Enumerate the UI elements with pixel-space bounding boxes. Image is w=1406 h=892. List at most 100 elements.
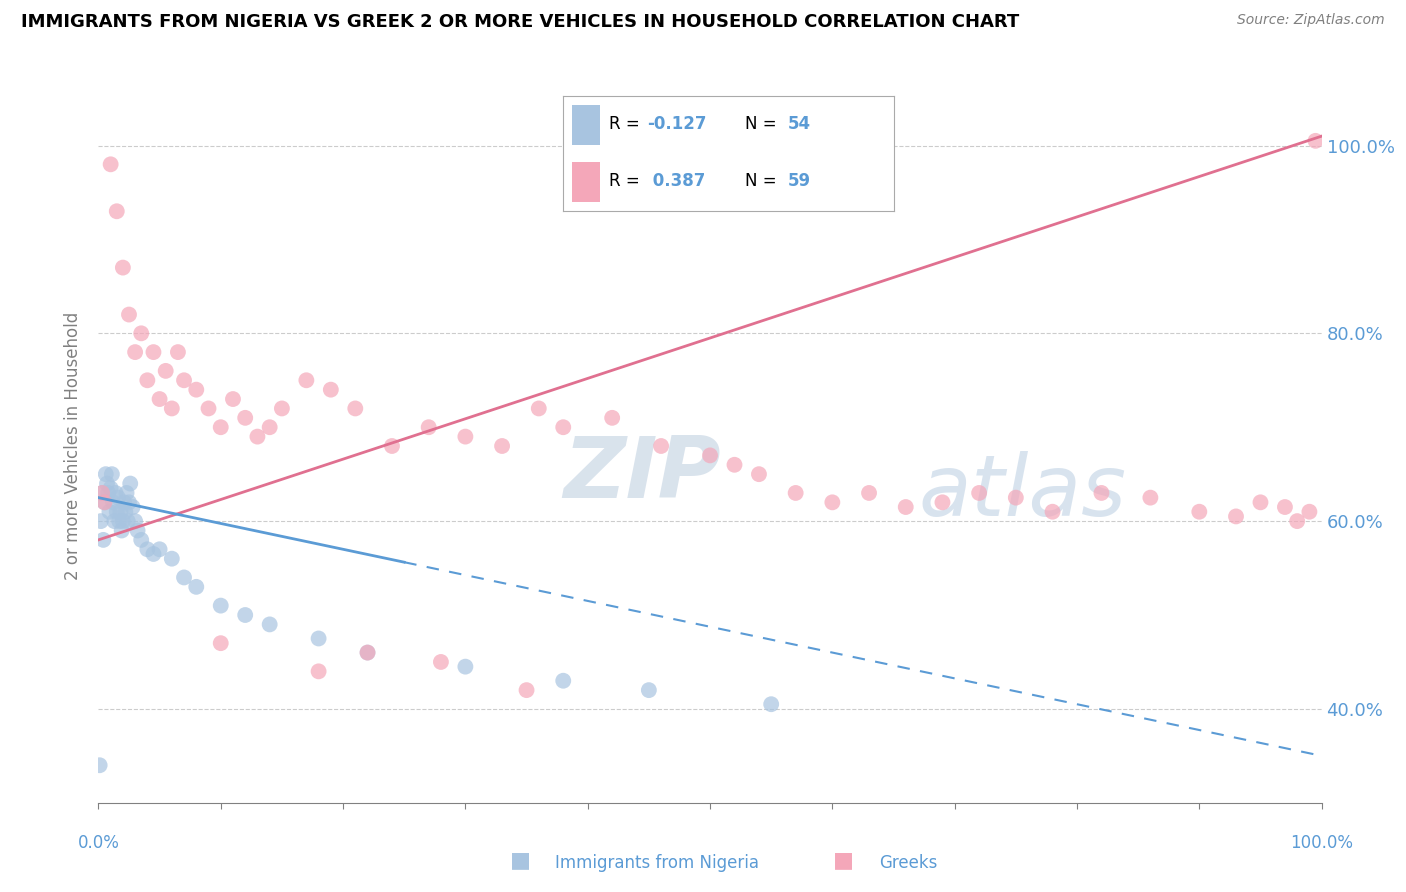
Point — [259, 420, 281, 434]
Point — [186, 580, 208, 594]
Point — [160, 401, 183, 416]
Point — [356, 646, 378, 660]
Point — [222, 392, 245, 406]
Point — [90, 514, 112, 528]
Point — [233, 607, 256, 622]
Text: 100.0%: 100.0% — [1291, 834, 1353, 852]
Point — [1225, 509, 1247, 524]
Point — [142, 345, 165, 359]
Point — [112, 495, 135, 509]
Point — [723, 458, 745, 472]
Point — [761, 697, 783, 711]
Point — [308, 632, 330, 646]
Point — [89, 758, 111, 772]
Point — [894, 500, 917, 514]
Point — [124, 514, 146, 528]
Point — [111, 514, 134, 528]
Point — [100, 481, 122, 495]
Point — [101, 467, 124, 482]
Point — [553, 673, 575, 688]
Point — [124, 345, 146, 359]
Point — [103, 514, 125, 528]
Point — [100, 157, 122, 171]
Text: Greeks: Greeks — [879, 855, 938, 872]
Point — [418, 420, 440, 434]
Point — [160, 551, 183, 566]
Point — [381, 439, 404, 453]
Point — [1042, 505, 1064, 519]
Point — [931, 495, 953, 509]
Point — [319, 383, 342, 397]
Point — [186, 383, 208, 397]
Point — [858, 486, 880, 500]
Point — [233, 410, 256, 425]
Text: Immigrants from Nigeria: Immigrants from Nigeria — [555, 855, 759, 872]
Point — [173, 570, 195, 584]
Text: atlas: atlas — [918, 451, 1126, 534]
Point — [308, 665, 330, 679]
Point — [1274, 500, 1296, 514]
Point — [96, 476, 118, 491]
Point — [454, 429, 477, 443]
Point — [356, 646, 378, 660]
Point — [98, 505, 121, 519]
Point — [821, 495, 844, 509]
Point — [97, 486, 120, 500]
Point — [115, 486, 138, 500]
Point — [167, 345, 190, 359]
Point — [108, 514, 131, 528]
Point — [1090, 486, 1112, 500]
Point — [246, 429, 269, 443]
Point — [209, 420, 232, 434]
Point — [785, 486, 807, 500]
Point — [270, 401, 294, 416]
Point — [1305, 134, 1327, 148]
Point — [173, 373, 195, 387]
Text: ZIP: ZIP — [564, 433, 721, 516]
Point — [650, 439, 672, 453]
Point — [344, 401, 367, 416]
Point — [699, 449, 721, 463]
Point — [136, 542, 159, 557]
Text: IMMIGRANTS FROM NIGERIA VS GREEK 2 OR MORE VEHICLES IN HOUSEHOLD CORRELATION CHA: IMMIGRANTS FROM NIGERIA VS GREEK 2 OR MO… — [21, 13, 1019, 31]
Point — [1286, 514, 1309, 528]
Point — [117, 514, 139, 528]
Point — [94, 467, 117, 482]
Text: 0.0%: 0.0% — [77, 834, 120, 852]
Point — [91, 486, 114, 500]
Point — [129, 533, 152, 547]
Point — [120, 476, 142, 491]
Point — [104, 486, 127, 500]
Point — [142, 547, 165, 561]
Point — [105, 204, 128, 219]
Point — [149, 392, 172, 406]
Point — [136, 373, 159, 387]
Point — [101, 495, 124, 509]
Point — [105, 505, 128, 519]
Point — [197, 401, 219, 416]
Point — [209, 636, 232, 650]
Point — [638, 683, 661, 698]
Point — [91, 533, 114, 547]
Text: Source: ZipAtlas.com: Source: ZipAtlas.com — [1237, 13, 1385, 28]
Point — [107, 491, 129, 505]
Y-axis label: 2 or more Vehicles in Household: 2 or more Vehicles in Household — [65, 312, 83, 580]
Point — [516, 683, 538, 698]
Point — [110, 505, 132, 519]
Point — [1004, 491, 1026, 505]
Point — [111, 260, 134, 275]
Point — [114, 505, 136, 519]
Point — [118, 308, 141, 322]
Point — [430, 655, 453, 669]
Point — [1250, 495, 1272, 509]
Point — [454, 659, 477, 673]
Point — [553, 420, 575, 434]
Point — [1298, 505, 1320, 519]
Point — [491, 439, 513, 453]
Point — [259, 617, 281, 632]
Point — [129, 326, 152, 341]
Point — [967, 486, 990, 500]
Point — [209, 599, 232, 613]
Point — [121, 500, 143, 514]
Point — [93, 495, 115, 509]
